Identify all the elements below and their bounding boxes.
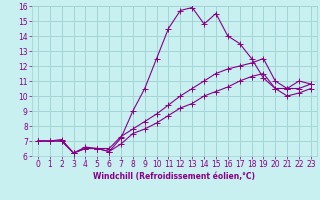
X-axis label: Windchill (Refroidissement éolien,°C): Windchill (Refroidissement éolien,°C) bbox=[93, 172, 255, 181]
